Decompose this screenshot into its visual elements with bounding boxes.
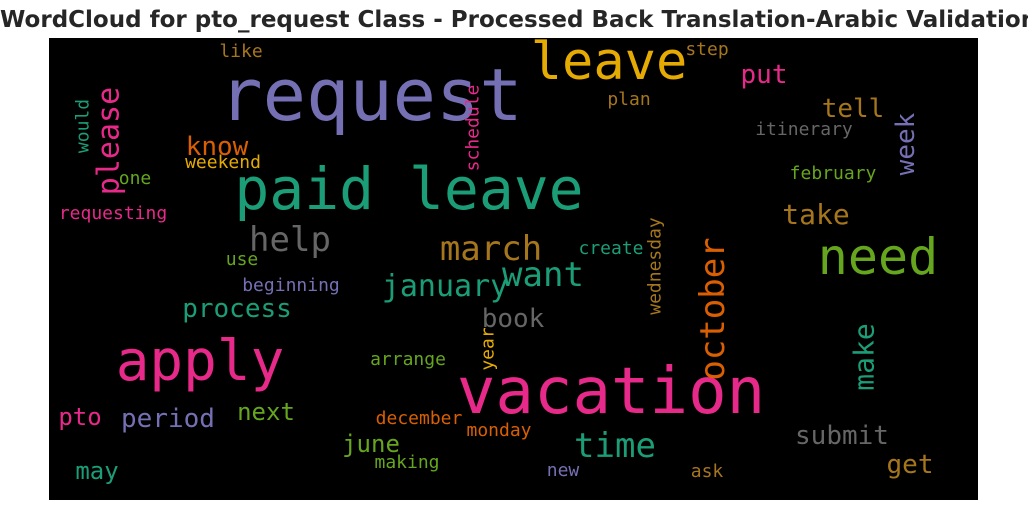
word-want: want xyxy=(502,255,584,295)
word-get: get xyxy=(887,450,934,480)
word-beginning: beginning xyxy=(242,275,340,296)
word-december: december xyxy=(376,408,463,429)
word-february: february xyxy=(790,163,877,184)
word-may: may xyxy=(75,457,118,485)
word-would: would xyxy=(73,99,94,153)
word-itinerary: itinerary xyxy=(755,119,853,140)
word-make: make xyxy=(848,323,881,390)
wordcloud-svg: request leave paid leave need vacation apply h… xyxy=(49,38,978,500)
word-pto: pto xyxy=(58,403,101,431)
word-put: put xyxy=(741,60,788,90)
word-help: help xyxy=(249,220,331,260)
word-march: march xyxy=(440,229,542,269)
word-use: use xyxy=(226,249,259,270)
word-book: book xyxy=(482,304,545,334)
word-leave: leave xyxy=(531,38,688,92)
word-next: next xyxy=(237,398,295,426)
word-take: take xyxy=(782,198,849,231)
word-vacation: vacation xyxy=(457,355,765,429)
word-submit: submit xyxy=(795,421,889,451)
word-period: period xyxy=(121,404,215,434)
chart-title: WordCloud for pto_request Class - Proces… xyxy=(0,7,1028,33)
word-one: one xyxy=(119,168,152,189)
word-create: create xyxy=(578,238,643,259)
word-know: know xyxy=(186,132,249,162)
word-october: october xyxy=(693,237,733,380)
word-wednesday: wednesday xyxy=(645,217,666,315)
word-january: january xyxy=(382,269,508,304)
word-step: step xyxy=(685,39,728,60)
word-apply: apply xyxy=(116,329,285,394)
word-june: june xyxy=(342,430,400,458)
word-weekend: weekend xyxy=(185,152,261,173)
word-monday: monday xyxy=(466,420,531,441)
wordcloud-area: request leave paid leave need vacation apply h… xyxy=(49,38,978,500)
word-plan: plan xyxy=(607,89,650,110)
word-year: year xyxy=(478,327,499,371)
word-request: request xyxy=(219,53,522,137)
wordcloud-background xyxy=(49,38,978,500)
word-arrange: arrange xyxy=(370,349,446,370)
word-schedule: schedule xyxy=(463,85,484,172)
word-requesting: requesting xyxy=(59,203,167,224)
word-like: like xyxy=(219,41,262,62)
word-ask: ask xyxy=(691,461,724,482)
word-process: process xyxy=(182,294,292,324)
word-paid-leave: paid leave xyxy=(234,155,583,223)
word-week: week xyxy=(891,112,921,175)
word-please: please xyxy=(92,87,127,195)
word-making: making xyxy=(374,452,439,473)
word-new: new xyxy=(547,460,580,481)
word-tell: tell xyxy=(822,94,885,124)
word-need: need xyxy=(818,228,938,286)
word-time: time xyxy=(574,426,656,466)
